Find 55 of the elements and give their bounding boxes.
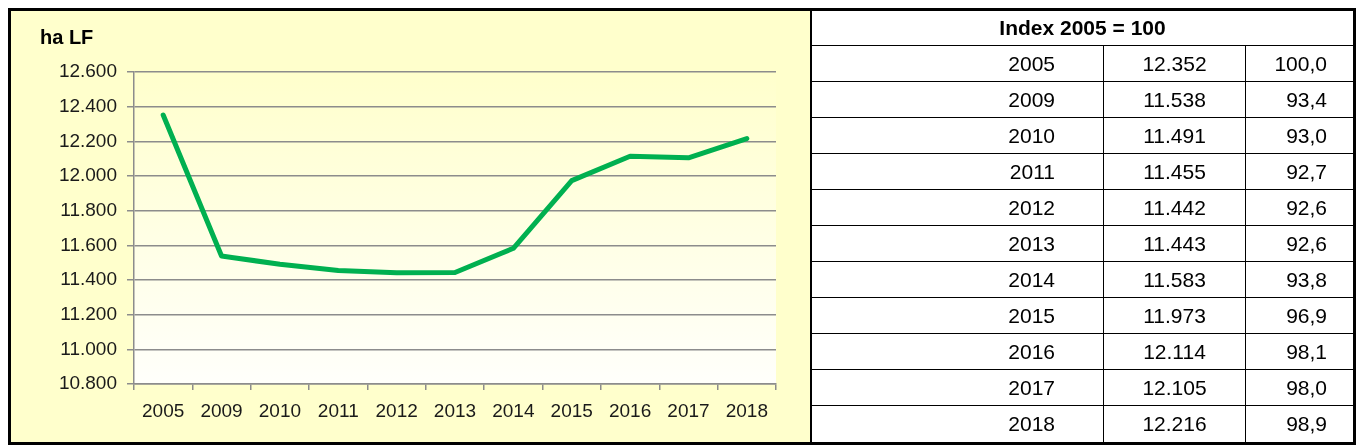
y-tick-label: 11.000 — [60, 337, 117, 359]
x-tick-label: 2014 — [492, 399, 535, 421]
text: 93,4 — [1286, 87, 1327, 112]
x-tick-label: 2015 — [550, 399, 593, 421]
text: Index 2005 = 100 — [999, 16, 1166, 40]
text: 92,6 — [1286, 231, 1327, 256]
x-tick-label: 2013 — [433, 399, 477, 421]
text: 11.442 — [1143, 195, 1206, 220]
x-tick-label: 2009 — [200, 399, 243, 421]
x-tick-label: 2017 — [667, 399, 710, 421]
text: 98,1 — [1286, 339, 1327, 364]
text: 11.538 — [1143, 87, 1206, 112]
category-label: 2005 — [1008, 51, 1055, 75]
category-label: 2016 — [1008, 339, 1055, 363]
x-tick-label: 2010 — [258, 399, 302, 421]
y-tick-label: 11.800 — [60, 198, 117, 220]
x-tick-label: 2005 — [142, 399, 185, 421]
category-label: 2011 — [1009, 159, 1055, 183]
text: 12.216 — [1142, 412, 1207, 436]
text: 92,6 — [1286, 195, 1327, 220]
text: 92,7 — [1286, 159, 1327, 184]
y-tick-label: 12.600 — [58, 60, 117, 82]
text: 96,9 — [1286, 303, 1327, 328]
text: 11.973 — [1143, 303, 1206, 328]
category-label: 2013 — [1008, 231, 1055, 255]
text: 98,0 — [1286, 375, 1327, 400]
text: 98,9 — [1286, 412, 1327, 436]
y-tick-label: 12.400 — [58, 94, 117, 116]
category-label: 2015 — [1008, 303, 1055, 327]
text: 11.491 — [1143, 123, 1206, 148]
category-label: 2010 — [1008, 123, 1055, 147]
x-tick-label: 2011 — [317, 399, 359, 421]
x-tick-label: 2012 — [375, 399, 418, 421]
y-tick-label: 12.000 — [58, 164, 117, 186]
category-label: 2014 — [1008, 267, 1055, 291]
y-tick-label: 11.200 — [60, 302, 117, 324]
category-label: 2012 — [1008, 195, 1055, 219]
text: 12.105 — [1142, 375, 1207, 400]
category-label: 2009 — [1008, 87, 1055, 111]
text: 100,0 — [1274, 51, 1327, 76]
y-tick-label: 10.800 — [58, 372, 117, 394]
y-axis-title: ha LF — [40, 25, 94, 48]
category-label: 2017 — [1008, 375, 1055, 399]
text: 93,0 — [1286, 123, 1327, 148]
text: 11.455 — [1143, 159, 1206, 184]
x-tick-label: 2016 — [608, 399, 652, 421]
text: 11.583 — [1143, 267, 1206, 292]
x-tick-label: 2018 — [725, 399, 768, 421]
y-tick-label: 12.200 — [58, 129, 117, 151]
y-tick-label: 11.400 — [60, 268, 117, 290]
text: 12.114 — [1143, 339, 1206, 364]
text: 11.443 — [1143, 231, 1206, 256]
y-tick-label: 11.600 — [60, 233, 117, 255]
text: 93,8 — [1286, 267, 1327, 292]
text: 12.352 — [1142, 51, 1207, 76]
